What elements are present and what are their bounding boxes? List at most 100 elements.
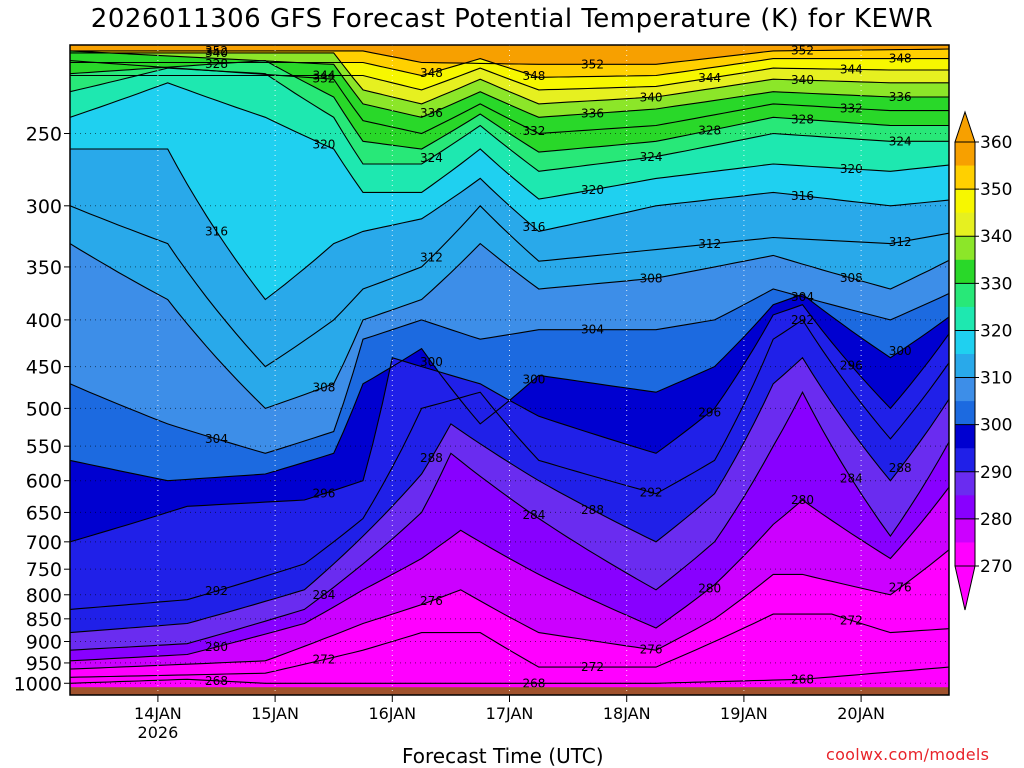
isotherm-280 — [70, 486, 949, 662]
isotherm-label: 280 — [698, 582, 721, 596]
isotherm-288 — [70, 356, 949, 634]
isotherm-label: 328 — [698, 124, 721, 138]
isotherm-label: 296 — [698, 405, 721, 419]
isotherm-label: 328 — [205, 57, 228, 71]
isotherm-label: 320 — [840, 162, 863, 176]
isotherm-label: 308 — [640, 272, 663, 286]
isotherm-label: 352 — [205, 44, 228, 58]
y-tick-label: 1000 — [14, 673, 62, 695]
isotherm-348 — [70, 58, 949, 78]
colorbar-segment — [955, 401, 975, 426]
band-272 — [70, 614, 949, 695]
colorbar-label: 340 — [980, 227, 1012, 247]
colorbar-label: 300 — [980, 416, 1012, 436]
isotherm-328 — [70, 60, 949, 153]
colorbar-label: 330 — [980, 274, 1012, 294]
y-tick-label: 950 — [26, 653, 62, 675]
x-axis-label: Forecast Time (UTC) — [402, 744, 604, 768]
isotherm-label: 308 — [312, 380, 335, 394]
colorbar-segment — [955, 354, 975, 379]
isotherm-label: 300 — [889, 344, 912, 358]
isotherm-label: 316 — [522, 220, 545, 234]
isotherm-352 — [70, 48, 949, 65]
colorbar-segment — [955, 142, 975, 167]
x-tick-label: 16JAN — [368, 704, 416, 723]
colorbar-segment — [955, 259, 975, 284]
ground-strip — [70, 687, 949, 695]
isotherm-label: 340 — [640, 90, 663, 104]
colorbar-segment — [955, 495, 975, 520]
isotherm-label: 312 — [698, 237, 721, 251]
isotherm-label: 324 — [889, 134, 912, 148]
isotherm-label: 344 — [698, 71, 721, 85]
isotherm-308 — [70, 242, 949, 410]
colorbar-segment — [955, 518, 975, 543]
isotherm-label: 292 — [791, 313, 814, 327]
isotherm-label: 284 — [840, 472, 863, 486]
y-tick-label: 900 — [26, 631, 62, 653]
isotherm-label: 304 — [581, 323, 604, 337]
isotherm-label: 352 — [791, 44, 814, 58]
colorbar-segment — [955, 471, 975, 496]
isotherm-label: 320 — [581, 183, 604, 197]
isotherm-label: 332 — [522, 124, 545, 138]
isotherm-label: 268 — [522, 676, 545, 690]
x-tick-label: 15JAN — [251, 704, 299, 723]
isotherm-label: 324 — [420, 151, 443, 165]
isotherm-label: 296 — [840, 359, 863, 373]
colorbar-segment — [955, 165, 975, 190]
y-tick-label: 250 — [26, 123, 62, 145]
isotherm-label: 324 — [640, 150, 663, 164]
isotherm-label: 320 — [312, 138, 335, 152]
isotherm-label: 268 — [791, 672, 814, 686]
isotherm-label: 332 — [840, 101, 863, 115]
colorbar-segment — [955, 189, 975, 214]
colorbar-label: 360 — [980, 133, 1012, 153]
colorbar-label: 290 — [980, 463, 1012, 483]
isotherm-label: 280 — [205, 640, 228, 654]
isotherm-label: 300 — [522, 373, 545, 387]
y-tick-label: 800 — [26, 585, 62, 607]
colorbar-segment — [955, 236, 975, 261]
isotherm-label: 272 — [312, 653, 335, 667]
colorbar-segment — [955, 377, 975, 402]
isotherm-label: 336 — [889, 90, 912, 104]
isotherm-label: 344 — [840, 62, 863, 76]
isotherm-292 — [70, 319, 949, 610]
isotherm-332 — [70, 60, 949, 135]
y-tick-label: 350 — [26, 257, 62, 279]
isotherm-label: 304 — [791, 290, 814, 304]
isotherm-312 — [70, 205, 949, 368]
colorbar-segment — [955, 306, 975, 331]
isotherm-label: 348 — [420, 66, 443, 80]
isotherm-label: 340 — [205, 46, 228, 60]
isotherm-label: 316 — [791, 189, 814, 203]
colorbar-top-arrow — [954, 110, 976, 143]
isotherm-label: 272 — [581, 660, 604, 674]
colorbar-segment — [955, 424, 975, 449]
y-tick-label: 550 — [26, 436, 62, 458]
isotherm-label: 300 — [420, 355, 443, 369]
isotherm-label: 276 — [420, 594, 443, 608]
y-tick-label: 700 — [26, 532, 62, 554]
colorbar-segment — [955, 330, 975, 355]
isotherm-label: 312 — [420, 250, 443, 264]
y-tick-label: 750 — [26, 559, 62, 581]
isotherm-344 — [70, 67, 949, 91]
colorbar-label: 270 — [980, 557, 1012, 577]
isotherm-304 — [70, 288, 949, 454]
isotherm-label: 344 — [312, 69, 335, 83]
x-tick-label: 17JAN — [486, 704, 534, 723]
colorbar-label: 350 — [980, 180, 1012, 200]
isotherm-label: 268 — [205, 674, 228, 688]
isotherm-284 — [70, 391, 949, 651]
x-tick-label: 20JAN — [837, 704, 885, 723]
isotherm-label: 280 — [791, 493, 814, 507]
isotherm-268 — [70, 666, 949, 684]
isotherm-label: 348 — [522, 69, 545, 83]
temperature-field: 268 268 268 272 272 272 276 276 276 280 280 280 284 2… — [70, 44, 949, 695]
y-tick-label: 650 — [26, 502, 62, 524]
isotherm-label: 340 — [791, 73, 814, 87]
y-tick-label: 500 — [26, 398, 62, 420]
